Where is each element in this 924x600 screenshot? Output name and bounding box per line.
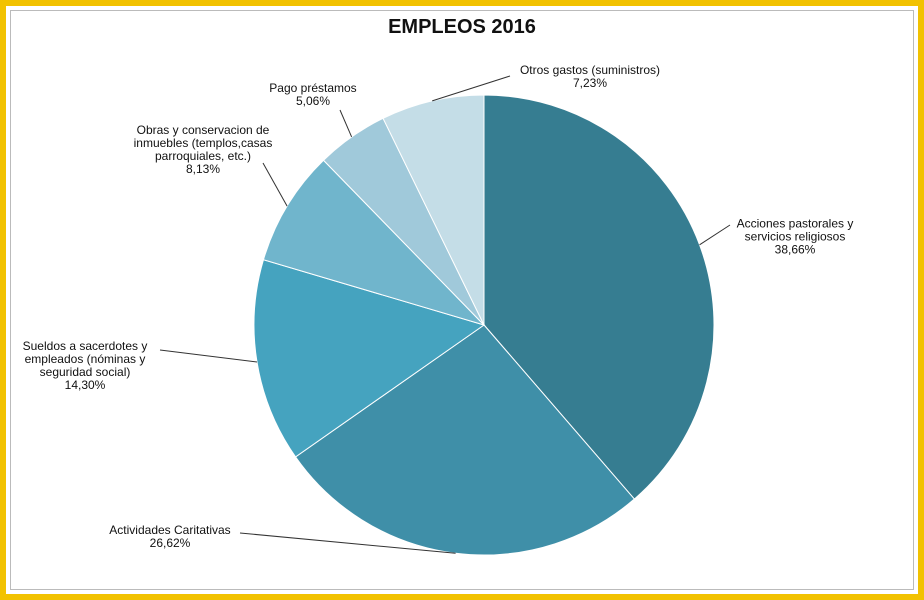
- leader-line: [239, 532, 456, 554]
- value-label: 8,13%: [185, 162, 221, 176]
- leader-line: [339, 109, 353, 138]
- pie-slice: [382, 94, 485, 326]
- value-label: 5,06%: [295, 94, 331, 108]
- pie-slice: [483, 94, 715, 500]
- slice-label: Otros gastos (suministros) 7,23%: [500, 64, 680, 90]
- category-label: Pago préstamos: [269, 81, 357, 95]
- category-label: Otros gastos (suministros): [519, 63, 661, 77]
- category-label: Obras y conservacion de inmuebles (templ…: [133, 123, 273, 163]
- value-label: 26,62%: [149, 536, 191, 550]
- pie-slice: [294, 324, 636, 556]
- pie-slice: [262, 159, 486, 327]
- leader-line: [159, 349, 258, 363]
- category-label: Actividades Caritativas: [109, 523, 231, 537]
- category-label: Sueldos a sacerdotes y empleados (nómina…: [22, 339, 148, 379]
- value-label: 38,66%: [774, 242, 816, 257]
- chart-title: EMPLEOS 2016: [388, 16, 536, 38]
- leader-line: [262, 162, 288, 207]
- category-label: Acciones pastorales y servicios religios…: [736, 216, 854, 244]
- pie-slice: [253, 259, 486, 458]
- slice-label: Actividades Caritativas 26,62%: [90, 524, 250, 550]
- slice-label: Pago préstamos 5,06%: [253, 82, 373, 108]
- slice-label: Sueldos a sacerdotes y empleados (nómina…: [10, 340, 160, 392]
- plot-border: [10, 10, 914, 590]
- leader-line: [432, 75, 511, 102]
- leader-line: [699, 224, 731, 246]
- value-label: 14,30%: [64, 378, 106, 392]
- slice-label: Acciones pastorales y servicios religios…: [720, 216, 870, 257]
- value-label: 7,23%: [572, 76, 608, 90]
- slice-label: Obras y conservacion de inmuebles (templ…: [128, 124, 278, 176]
